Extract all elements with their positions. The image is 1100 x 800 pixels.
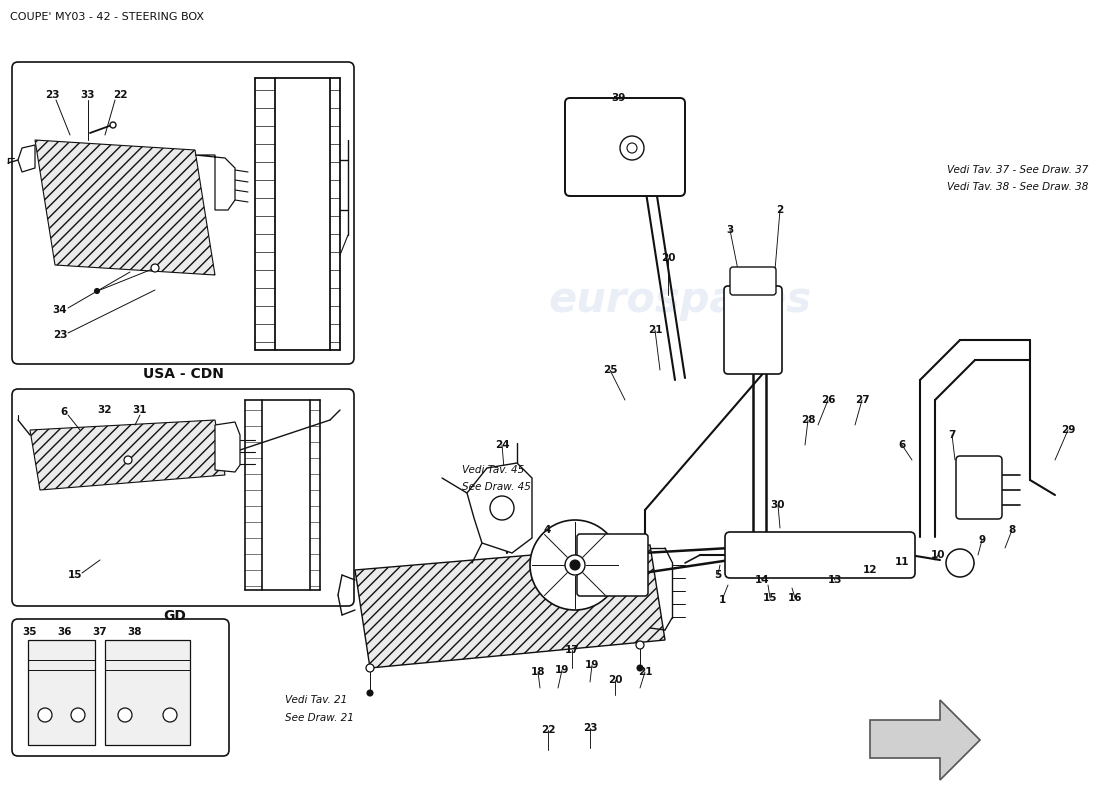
Text: Vedi Tav. 45: Vedi Tav. 45 bbox=[462, 465, 525, 475]
Text: 19: 19 bbox=[585, 660, 600, 670]
Text: 24: 24 bbox=[495, 440, 509, 450]
Circle shape bbox=[637, 665, 644, 671]
Text: 13: 13 bbox=[827, 575, 843, 585]
Text: 35: 35 bbox=[23, 627, 37, 637]
Text: 6: 6 bbox=[899, 440, 905, 450]
Text: Vedi Tav. 21: Vedi Tav. 21 bbox=[285, 695, 348, 705]
Text: 5: 5 bbox=[714, 570, 722, 580]
Text: 11: 11 bbox=[894, 557, 910, 567]
FancyBboxPatch shape bbox=[578, 534, 648, 596]
Polygon shape bbox=[30, 420, 225, 490]
FancyBboxPatch shape bbox=[565, 98, 685, 196]
Circle shape bbox=[95, 289, 99, 294]
Text: 17: 17 bbox=[564, 645, 580, 655]
Text: eurospares: eurospares bbox=[68, 279, 331, 321]
Text: 34: 34 bbox=[53, 305, 67, 315]
Text: 29: 29 bbox=[1060, 425, 1075, 435]
Text: 23: 23 bbox=[583, 723, 597, 733]
Polygon shape bbox=[35, 140, 214, 275]
Text: 3: 3 bbox=[726, 225, 734, 235]
Text: 7: 7 bbox=[948, 430, 956, 440]
Circle shape bbox=[946, 549, 974, 577]
Circle shape bbox=[163, 708, 177, 722]
Text: Vedi Tav. 37 - See Draw. 37: Vedi Tav. 37 - See Draw. 37 bbox=[947, 165, 1088, 175]
Text: Vedi Tav. 38 - See Draw. 38: Vedi Tav. 38 - See Draw. 38 bbox=[947, 182, 1088, 192]
Polygon shape bbox=[18, 145, 35, 172]
Text: 31: 31 bbox=[133, 405, 147, 415]
Text: 37: 37 bbox=[92, 627, 108, 637]
Circle shape bbox=[570, 560, 580, 570]
Text: 20: 20 bbox=[607, 675, 623, 685]
FancyBboxPatch shape bbox=[12, 62, 354, 364]
Circle shape bbox=[627, 143, 637, 153]
Polygon shape bbox=[214, 422, 240, 472]
Circle shape bbox=[565, 555, 585, 575]
Text: 28: 28 bbox=[801, 415, 815, 425]
Text: 6: 6 bbox=[60, 407, 67, 417]
Text: 19: 19 bbox=[554, 665, 569, 675]
Circle shape bbox=[72, 708, 85, 722]
Circle shape bbox=[39, 708, 52, 722]
Text: COUPE' MY03 - 42 - STEERING BOX: COUPE' MY03 - 42 - STEERING BOX bbox=[10, 12, 204, 22]
Text: 18: 18 bbox=[530, 667, 546, 677]
Text: 9: 9 bbox=[978, 535, 986, 545]
Circle shape bbox=[124, 456, 132, 464]
Text: 16: 16 bbox=[788, 593, 802, 603]
Text: 22: 22 bbox=[112, 90, 128, 100]
FancyBboxPatch shape bbox=[12, 389, 354, 606]
Circle shape bbox=[366, 664, 374, 672]
Text: 20: 20 bbox=[661, 253, 675, 263]
Text: 39: 39 bbox=[610, 93, 625, 103]
FancyBboxPatch shape bbox=[724, 286, 782, 374]
FancyBboxPatch shape bbox=[956, 456, 1002, 519]
Polygon shape bbox=[468, 463, 532, 553]
Text: 21: 21 bbox=[648, 325, 662, 335]
Text: 15: 15 bbox=[68, 570, 82, 580]
Text: 27: 27 bbox=[855, 395, 869, 405]
Circle shape bbox=[620, 136, 644, 160]
Text: 30: 30 bbox=[771, 500, 785, 510]
Text: 4: 4 bbox=[543, 525, 551, 535]
Text: 36: 36 bbox=[57, 627, 73, 637]
Text: See Draw. 45: See Draw. 45 bbox=[462, 482, 531, 492]
FancyBboxPatch shape bbox=[12, 619, 229, 756]
FancyBboxPatch shape bbox=[725, 532, 915, 578]
Text: 8: 8 bbox=[1009, 525, 1015, 535]
Text: 32: 32 bbox=[98, 405, 112, 415]
Text: eurospares: eurospares bbox=[549, 279, 812, 321]
Text: 33: 33 bbox=[80, 90, 96, 100]
Text: USA - CDN: USA - CDN bbox=[143, 367, 223, 381]
Polygon shape bbox=[104, 640, 190, 745]
Polygon shape bbox=[870, 700, 980, 780]
Polygon shape bbox=[195, 155, 235, 210]
Circle shape bbox=[636, 641, 644, 649]
Text: 22: 22 bbox=[541, 725, 556, 735]
Text: 1: 1 bbox=[718, 595, 726, 605]
Text: 14: 14 bbox=[755, 575, 769, 585]
Circle shape bbox=[490, 496, 514, 520]
Text: 2: 2 bbox=[777, 205, 783, 215]
Circle shape bbox=[151, 264, 160, 272]
Polygon shape bbox=[28, 640, 95, 745]
Text: 21: 21 bbox=[638, 667, 652, 677]
Polygon shape bbox=[355, 545, 666, 668]
FancyBboxPatch shape bbox=[730, 267, 776, 295]
Text: 23: 23 bbox=[53, 330, 67, 340]
Text: See Draw. 21: See Draw. 21 bbox=[285, 713, 354, 723]
Text: 25: 25 bbox=[603, 365, 617, 375]
Circle shape bbox=[110, 122, 115, 128]
Text: 12: 12 bbox=[862, 565, 878, 575]
Text: 15: 15 bbox=[762, 593, 778, 603]
Text: 23: 23 bbox=[45, 90, 59, 100]
Text: 26: 26 bbox=[821, 395, 835, 405]
Text: 38: 38 bbox=[128, 627, 142, 637]
Circle shape bbox=[118, 708, 132, 722]
Text: GD: GD bbox=[163, 609, 186, 623]
Circle shape bbox=[367, 690, 373, 696]
Circle shape bbox=[530, 520, 620, 610]
Text: 10: 10 bbox=[931, 550, 945, 560]
